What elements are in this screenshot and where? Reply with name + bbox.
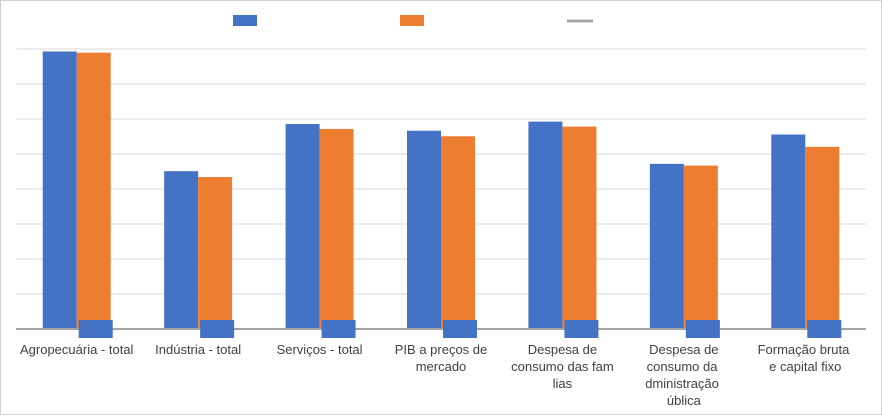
variation-label-bg-1 [200,320,235,338]
variation-label-bg-2 [321,320,356,338]
bar-s1-4 [562,126,597,329]
bar-s0-4 [528,121,563,329]
category-label-6: Formação bruta e capital fixo [758,342,853,374]
category-label-0: Agropecuária - total [20,342,134,357]
bar-s1-5 [683,165,718,329]
category-label-4: Despesa de consumo das fam lias [511,342,614,391]
category-label-2: Serviços - total [277,342,363,357]
variation-series [16,320,866,338]
legend-swatch-0 [233,15,257,26]
bar-s1-3 [441,136,475,329]
variation-label-bg-0 [78,320,113,338]
bar-s1-6 [805,146,840,329]
variation-label-bg-4 [564,320,599,338]
category-label-5: Despesa de consumo da dministração ública [645,342,722,408]
bar-s0-3 [407,130,441,329]
bar-s1-2 [319,128,354,329]
bar-s0-1 [164,171,199,329]
bar-s0-5 [649,163,684,329]
bars [42,51,840,330]
bar-s0-2 [285,123,320,330]
variation-label-bg-6 [807,320,842,338]
legend [233,15,593,26]
category-labels: Agropecuária - total Indústria - total Ser… [20,342,853,408]
bar-s1-0 [76,52,111,330]
variation-label-bg-3 [443,320,477,338]
bar-s1-1 [198,177,233,329]
bar-s0-6 [771,134,806,329]
bar-s0-0 [42,51,77,330]
legend-swatch-1 [400,15,424,26]
category-label-1: Indústria - total [155,342,241,357]
category-label-3: PIB a preços de mercado [395,342,488,374]
variation-label-bg-5 [685,320,720,338]
